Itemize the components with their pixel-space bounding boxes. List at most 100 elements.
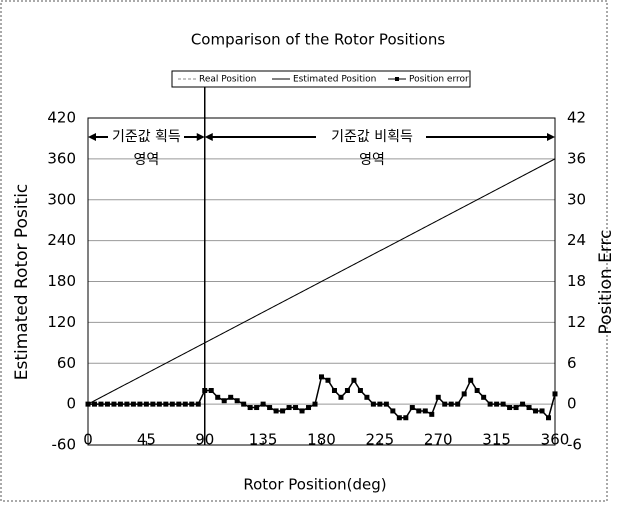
error-marker bbox=[494, 401, 500, 407]
error-marker bbox=[390, 408, 396, 414]
y-tick-label: -60 bbox=[52, 436, 77, 454]
legend-label: Real Position bbox=[199, 75, 256, 85]
error-marker bbox=[221, 398, 227, 404]
error-marker bbox=[474, 388, 480, 393]
error-marker bbox=[552, 391, 558, 397]
error-marker bbox=[176, 401, 182, 407]
error-marker bbox=[299, 408, 305, 414]
error-marker bbox=[520, 401, 526, 407]
error-marker bbox=[416, 408, 422, 414]
y-tick-label: 300 bbox=[47, 190, 76, 208]
error-marker bbox=[435, 394, 441, 400]
error-marker bbox=[273, 408, 279, 414]
x-tick-label: 315 bbox=[482, 431, 511, 449]
chart-frame bbox=[0, 0, 608, 502]
y-tick-label: 360 bbox=[47, 149, 76, 167]
y-axis-title: Estimated Rotor Positic bbox=[12, 184, 32, 381]
x-tick-label: 225 bbox=[366, 431, 395, 449]
error-marker bbox=[293, 405, 299, 411]
error-marker bbox=[234, 398, 240, 404]
error-marker bbox=[461, 391, 467, 397]
error-marker bbox=[163, 401, 169, 407]
error-marker bbox=[150, 401, 156, 407]
error-marker bbox=[124, 401, 130, 407]
error-marker bbox=[195, 401, 201, 407]
error-marker bbox=[442, 401, 448, 407]
error-marker bbox=[202, 388, 208, 393]
annotation: 기준값 획득 bbox=[112, 129, 181, 145]
x-tick-label: 135 bbox=[249, 431, 278, 449]
error-marker bbox=[241, 401, 247, 407]
error-marker bbox=[325, 377, 331, 383]
error-marker bbox=[487, 401, 493, 407]
error-marker bbox=[319, 374, 324, 380]
y-tick-label: 420 bbox=[47, 109, 76, 127]
legend-label: Estimated Position bbox=[293, 75, 376, 85]
y-tick-label: 60 bbox=[57, 354, 76, 372]
error-marker bbox=[383, 401, 389, 407]
error-marker bbox=[546, 415, 552, 421]
error-marker bbox=[286, 405, 292, 411]
error-marker bbox=[280, 408, 286, 414]
error-marker bbox=[208, 388, 214, 393]
y-tick-label: 180 bbox=[47, 272, 76, 290]
series-line bbox=[87, 158, 556, 405]
error-marker bbox=[455, 401, 461, 407]
y-tick-label: 240 bbox=[47, 231, 76, 249]
error-marker bbox=[364, 394, 370, 400]
legend-box bbox=[171, 70, 471, 88]
error-marker bbox=[513, 405, 519, 411]
error-marker bbox=[422, 408, 428, 414]
annotation: 영역 bbox=[133, 152, 159, 168]
error-marker bbox=[169, 401, 175, 407]
x-tick-label: 270 bbox=[424, 431, 453, 449]
error-marker bbox=[137, 401, 143, 407]
plot-frame bbox=[87, 117, 556, 446]
error-marker bbox=[396, 415, 402, 421]
error-marker bbox=[370, 401, 376, 407]
y2-tick-label: 24 bbox=[567, 231, 586, 249]
error-marker bbox=[156, 401, 162, 407]
error-marker bbox=[468, 377, 474, 383]
error-marker bbox=[267, 405, 273, 411]
error-marker bbox=[143, 401, 149, 407]
error-marker bbox=[533, 408, 539, 414]
error-marker bbox=[344, 388, 350, 393]
error-marker bbox=[117, 401, 123, 407]
error-marker bbox=[377, 401, 383, 407]
error-marker bbox=[98, 401, 104, 407]
y2-tick-label: 6 bbox=[567, 354, 577, 372]
error-marker bbox=[130, 401, 136, 407]
error-marker bbox=[481, 394, 487, 400]
error-marker bbox=[526, 405, 532, 411]
error-marker bbox=[357, 388, 363, 393]
error-marker bbox=[403, 415, 409, 421]
error-marker bbox=[254, 405, 260, 411]
annotation: 기준값 비획득 bbox=[331, 129, 413, 145]
y2-tick-label: 42 bbox=[567, 109, 586, 127]
x-tick-label: 45 bbox=[137, 431, 156, 449]
error-marker bbox=[312, 401, 318, 407]
error-marker bbox=[338, 394, 344, 400]
error-marker bbox=[409, 405, 415, 411]
error-marker bbox=[507, 405, 513, 411]
x-tick-label: 180 bbox=[307, 431, 336, 449]
y2-axis-title: Position Errc bbox=[596, 230, 616, 335]
error-marker bbox=[228, 394, 234, 400]
annotation-bg bbox=[108, 128, 184, 146]
error-marker bbox=[91, 401, 97, 407]
annotation-bg bbox=[316, 128, 426, 146]
legend-marker bbox=[395, 77, 399, 81]
y2-tick-label: 0 bbox=[567, 395, 577, 413]
error-marker bbox=[215, 394, 221, 400]
chart-title: Comparison of the Rotor Positions bbox=[191, 31, 446, 49]
y2-tick-label: 36 bbox=[567, 149, 586, 167]
error-marker bbox=[448, 401, 454, 407]
y2-tick-label: 12 bbox=[567, 313, 586, 331]
x-axis-title: Rotor Position(deg) bbox=[243, 476, 386, 494]
y-tick-label: 120 bbox=[47, 313, 76, 331]
error-marker bbox=[331, 388, 337, 393]
y-tick-label: 0 bbox=[66, 395, 76, 413]
